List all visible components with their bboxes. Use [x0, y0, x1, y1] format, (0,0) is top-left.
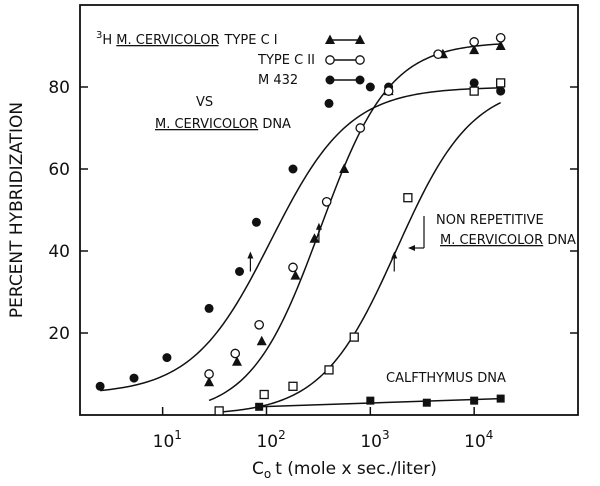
- data-point: [290, 270, 301, 280]
- data-point: [469, 78, 479, 88]
- data-point: [204, 303, 214, 313]
- data-point: [355, 75, 365, 85]
- data-point: [422, 398, 431, 407]
- data-point: [495, 32, 506, 43]
- y-tick-label: 80: [48, 78, 70, 98]
- x-axis-label: Co t (mole x sec./liter): [252, 459, 437, 481]
- data-point: [204, 369, 214, 379]
- calfthymus-label: CALFTHYMUS DNA: [386, 371, 506, 386]
- data-point: [95, 381, 105, 391]
- data-point: [469, 86, 479, 96]
- data-point: [355, 34, 365, 44]
- data-point: [288, 381, 298, 391]
- midpoint-arrows: [247, 222, 398, 272]
- legend-entry-1: TYPE C I: [224, 33, 278, 48]
- fit-curves: [100, 43, 502, 413]
- fit-curve: [208, 43, 501, 402]
- data-point: [433, 49, 444, 60]
- data-point: [255, 402, 264, 411]
- data-point: [469, 44, 480, 55]
- svg-text:M. CERVICOLOR DNA: M. CERVICOLOR DNA: [440, 233, 576, 248]
- data-point: [325, 75, 335, 85]
- data-point: [324, 365, 334, 375]
- data-point: [339, 163, 350, 173]
- data-point: [355, 55, 365, 65]
- data-point: [469, 37, 480, 47]
- x-tick-label: 104: [464, 428, 493, 452]
- data-point: [129, 373, 139, 383]
- data-point: [321, 196, 332, 207]
- data-point: [230, 348, 241, 359]
- x-tick-label: 101: [153, 428, 182, 452]
- data-point: [309, 233, 320, 243]
- data-point: [214, 406, 224, 416]
- data-point: [231, 356, 242, 366]
- y-tick-label: 40: [48, 242, 70, 262]
- fit-curve: [100, 87, 501, 392]
- data-point: [495, 40, 506, 50]
- data-point: [324, 98, 334, 108]
- nonrepetitive-annotation: NON REPETITIVE M. CERVICOLOR DNA: [408, 213, 576, 251]
- data-point: [256, 335, 267, 346]
- plot-frame: [79, 4, 579, 416]
- data-point: [259, 389, 269, 400]
- data-point: [288, 262, 298, 273]
- legend-entry-2: TYPE C II: [257, 53, 315, 68]
- data-point: [496, 394, 505, 403]
- legend-entry-3: M 432: [258, 73, 298, 88]
- data-point: [325, 55, 335, 65]
- y-axis-label: PERCENT HYBRIDIZATION: [7, 102, 27, 318]
- data-point: [162, 353, 172, 363]
- axis-ticks: 20 40 60 80 101 102 103 104: [48, 78, 578, 452]
- data-point: [470, 396, 479, 405]
- legend: 3H M. CERVICOLOR TYPE C I TYPE C II M 432…: [96, 30, 365, 132]
- data-points: [95, 32, 506, 416]
- fit-line: [259, 397, 501, 408]
- data-point: [355, 123, 366, 133]
- data-point: [366, 396, 375, 405]
- data-point: [235, 267, 245, 276]
- legend-target: M. CERVICOLOR DNA: [155, 117, 291, 132]
- legend-vs: VS: [196, 95, 213, 110]
- data-point: [383, 86, 394, 96]
- data-point: [403, 193, 413, 203]
- data-point: [496, 86, 506, 96]
- data-point: [325, 34, 335, 44]
- data-point: [496, 78, 506, 88]
- data-point: [204, 376, 215, 387]
- x-tick-label: 103: [360, 428, 389, 452]
- data-point: [349, 332, 359, 342]
- data-point: [365, 82, 375, 92]
- y-tick-label: 60: [48, 160, 70, 180]
- data-point: [288, 164, 298, 174]
- data-point: [251, 217, 261, 227]
- svg-text:NON REPETITIVE: NON REPETITIVE: [436, 213, 544, 228]
- data-point: [254, 319, 265, 330]
- y-tick-label: 20: [48, 324, 70, 344]
- fit-curve: [219, 101, 502, 413]
- x-tick-label: 102: [256, 428, 285, 452]
